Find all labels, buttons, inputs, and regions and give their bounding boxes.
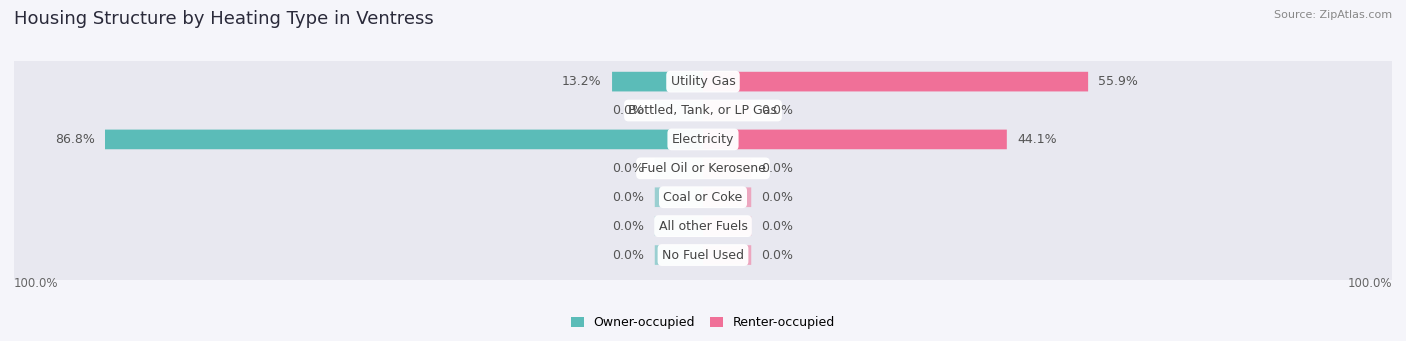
FancyBboxPatch shape <box>655 101 703 120</box>
FancyBboxPatch shape <box>655 159 703 178</box>
Text: 86.8%: 86.8% <box>55 133 94 146</box>
FancyBboxPatch shape <box>703 245 751 265</box>
FancyBboxPatch shape <box>105 130 703 149</box>
FancyBboxPatch shape <box>703 216 751 236</box>
Text: 0.0%: 0.0% <box>762 249 793 262</box>
Text: 0.0%: 0.0% <box>613 191 644 204</box>
FancyBboxPatch shape <box>703 188 751 207</box>
Text: Bottled, Tank, or LP Gas: Bottled, Tank, or LP Gas <box>628 104 778 117</box>
FancyBboxPatch shape <box>11 83 1395 138</box>
Text: 0.0%: 0.0% <box>613 162 644 175</box>
Text: All other Fuels: All other Fuels <box>658 220 748 233</box>
FancyBboxPatch shape <box>11 227 1395 283</box>
Text: 0.0%: 0.0% <box>762 104 793 117</box>
Text: 55.9%: 55.9% <box>1098 75 1139 88</box>
Text: Electricity: Electricity <box>672 133 734 146</box>
Text: Housing Structure by Heating Type in Ventress: Housing Structure by Heating Type in Ven… <box>14 10 434 28</box>
Text: Source: ZipAtlas.com: Source: ZipAtlas.com <box>1274 10 1392 20</box>
FancyBboxPatch shape <box>612 72 703 91</box>
FancyBboxPatch shape <box>703 101 751 120</box>
Text: 0.0%: 0.0% <box>613 104 644 117</box>
FancyBboxPatch shape <box>703 159 751 178</box>
Text: Coal or Coke: Coal or Coke <box>664 191 742 204</box>
FancyBboxPatch shape <box>703 130 1007 149</box>
FancyBboxPatch shape <box>655 188 703 207</box>
Text: 44.1%: 44.1% <box>1017 133 1057 146</box>
FancyBboxPatch shape <box>11 54 1395 110</box>
Text: 0.0%: 0.0% <box>613 220 644 233</box>
Text: 0.0%: 0.0% <box>613 249 644 262</box>
Text: 100.0%: 100.0% <box>1347 277 1392 290</box>
FancyBboxPatch shape <box>11 198 1395 254</box>
FancyBboxPatch shape <box>655 245 703 265</box>
FancyBboxPatch shape <box>655 216 703 236</box>
FancyBboxPatch shape <box>703 72 1088 91</box>
Text: 0.0%: 0.0% <box>762 191 793 204</box>
Text: Fuel Oil or Kerosene: Fuel Oil or Kerosene <box>641 162 765 175</box>
Text: 0.0%: 0.0% <box>762 162 793 175</box>
FancyBboxPatch shape <box>11 112 1395 167</box>
Text: 13.2%: 13.2% <box>562 75 602 88</box>
Legend: Owner-occupied, Renter-occupied: Owner-occupied, Renter-occupied <box>567 311 839 335</box>
Text: No Fuel Used: No Fuel Used <box>662 249 744 262</box>
FancyBboxPatch shape <box>11 169 1395 225</box>
Text: 0.0%: 0.0% <box>762 220 793 233</box>
FancyBboxPatch shape <box>11 140 1395 196</box>
Text: 100.0%: 100.0% <box>14 277 59 290</box>
Text: Utility Gas: Utility Gas <box>671 75 735 88</box>
